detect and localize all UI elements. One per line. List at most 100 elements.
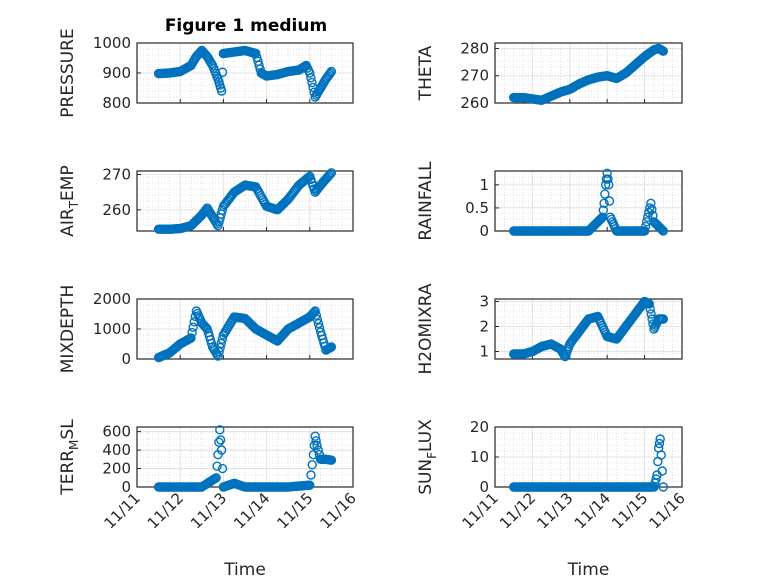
y-tick-label: 0.5 xyxy=(465,199,489,217)
data-point xyxy=(310,306,320,316)
data-point xyxy=(311,310,321,320)
data-point xyxy=(326,342,337,352)
data-point xyxy=(313,445,323,455)
y-tick-label: 0 xyxy=(479,478,489,496)
y-axis-label: PRESSURE xyxy=(58,28,78,117)
data-point xyxy=(306,470,316,480)
y-axis-label: TERRMSL xyxy=(58,419,81,496)
data-point xyxy=(305,480,315,490)
y-axis-label: AIRTEMP xyxy=(58,165,81,236)
axes-box xyxy=(494,298,683,360)
data-point xyxy=(215,342,225,353)
y-tick-label: 280 xyxy=(460,39,489,57)
data-point xyxy=(307,460,317,470)
data-point xyxy=(651,474,661,484)
data-point xyxy=(215,435,226,445)
data-point xyxy=(325,169,335,179)
subplot-rainfall: 0 0.5 1 RAINFALL xyxy=(416,161,683,241)
data-point xyxy=(646,309,656,319)
data-point xyxy=(599,198,609,209)
x-axis-label: Time xyxy=(223,560,266,580)
data-point xyxy=(217,67,228,77)
data-point xyxy=(186,333,196,343)
data-point xyxy=(312,440,322,451)
data-point xyxy=(325,68,336,78)
data-point xyxy=(213,351,223,361)
data-point xyxy=(313,318,324,329)
data-point xyxy=(216,445,227,455)
data-point xyxy=(655,434,665,444)
data-point xyxy=(645,304,655,314)
subplot-h2omixra: 1 2 3 H2OMIXRA xyxy=(416,283,683,375)
data-point xyxy=(311,436,321,446)
x-axis-label: Time xyxy=(567,560,610,580)
y-tick-label: 800 xyxy=(102,94,131,112)
data-point xyxy=(643,212,653,222)
y-axis-label: RAINFALL xyxy=(416,161,436,241)
y-tick-label: 2000 xyxy=(93,290,131,308)
y-tick-label: 2 xyxy=(479,318,489,336)
data-point xyxy=(324,170,334,181)
data-point xyxy=(644,299,654,309)
data-point xyxy=(216,338,226,349)
data-point xyxy=(212,461,222,471)
data-point xyxy=(217,334,228,344)
data-point xyxy=(658,46,668,56)
subplot-pressure: 800 900 1000 PRESSURE xyxy=(58,28,354,118)
y-tick-label: 20 xyxy=(470,418,489,436)
data-point xyxy=(639,226,650,236)
y-tick-label: 260 xyxy=(460,94,489,112)
data-point xyxy=(647,204,657,215)
data-point xyxy=(658,226,668,236)
y-tick-label: 0 xyxy=(121,478,131,496)
data-point xyxy=(603,174,613,184)
data-point xyxy=(600,189,610,199)
data-point xyxy=(201,323,211,333)
y-axis-label: THETA xyxy=(416,45,436,101)
y-tick-label: 1000 xyxy=(93,320,131,338)
y-axis-label: SUNFLUX xyxy=(416,419,439,495)
data-point xyxy=(604,180,614,190)
data-point xyxy=(312,314,323,325)
data-point xyxy=(646,198,656,209)
data-point xyxy=(598,205,609,215)
y-tick-label: 1 xyxy=(479,176,489,194)
data-point xyxy=(595,214,606,224)
data-point xyxy=(594,215,605,225)
data-point xyxy=(656,450,666,460)
data-point xyxy=(658,482,668,492)
data-point xyxy=(657,466,667,476)
data-point xyxy=(214,347,224,357)
data-point xyxy=(657,225,667,235)
y-tick-label: 200 xyxy=(102,460,131,478)
y-tick-label: 400 xyxy=(102,441,131,459)
subplot-theta: 260 270 280 THETA xyxy=(416,39,683,112)
y-tick-label: 3 xyxy=(479,293,489,311)
data-point xyxy=(602,168,612,179)
y-tick-label: 10 xyxy=(470,448,489,466)
y-axis-label: H2OMIXRA xyxy=(416,283,436,374)
data-point xyxy=(640,221,651,232)
data-point xyxy=(216,86,227,96)
data-point xyxy=(645,203,655,213)
data-point xyxy=(655,223,665,233)
data-point xyxy=(188,322,198,332)
y-tick-label: 1000 xyxy=(93,34,131,52)
data-point xyxy=(656,224,666,234)
axes-box xyxy=(494,42,683,104)
y-axis-label: MIXDEPTH xyxy=(58,285,78,374)
data-point xyxy=(310,431,320,441)
subplot-mixdepth: 0 1000 2000 MIXDEPTH xyxy=(58,285,354,374)
axes-box xyxy=(136,170,354,232)
data-point xyxy=(217,463,228,474)
y-tick-label: 270 xyxy=(102,166,131,184)
y-tick-label: 600 xyxy=(102,423,131,441)
data-point xyxy=(654,438,665,449)
data-point xyxy=(658,314,668,324)
y-tick-label: 900 xyxy=(102,64,131,82)
data-point xyxy=(215,425,225,435)
data-point xyxy=(326,455,337,465)
data-point xyxy=(326,168,337,178)
y-tick-label: 1 xyxy=(479,343,489,361)
